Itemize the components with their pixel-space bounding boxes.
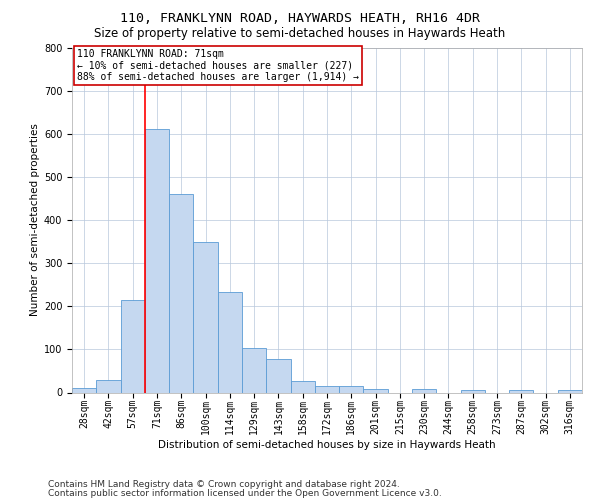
X-axis label: Distribution of semi-detached houses by size in Haywards Heath: Distribution of semi-detached houses by … <box>158 440 496 450</box>
Bar <box>121 300 145 392</box>
Bar <box>96 380 121 392</box>
Bar <box>339 386 364 392</box>
Bar <box>509 390 533 392</box>
Bar <box>218 292 242 392</box>
Bar <box>193 242 218 392</box>
Bar <box>242 348 266 393</box>
Text: Contains public sector information licensed under the Open Government Licence v3: Contains public sector information licen… <box>48 489 442 498</box>
Text: Size of property relative to semi-detached houses in Haywards Heath: Size of property relative to semi-detach… <box>94 28 506 40</box>
Bar <box>412 389 436 392</box>
Bar <box>461 390 485 392</box>
Bar <box>558 390 582 392</box>
Bar <box>290 381 315 392</box>
Bar <box>169 194 193 392</box>
Bar <box>364 388 388 392</box>
Bar <box>72 388 96 392</box>
Y-axis label: Number of semi-detached properties: Number of semi-detached properties <box>29 124 40 316</box>
Text: 110, FRANKLYNN ROAD, HAYWARDS HEATH, RH16 4DR: 110, FRANKLYNN ROAD, HAYWARDS HEATH, RH1… <box>120 12 480 26</box>
Text: 110 FRANKLYNN ROAD: 71sqm
← 10% of semi-detached houses are smaller (227)
88% of: 110 FRANKLYNN ROAD: 71sqm ← 10% of semi-… <box>77 49 359 82</box>
Bar <box>145 130 169 392</box>
Bar <box>266 360 290 392</box>
Bar <box>315 386 339 392</box>
Text: Contains HM Land Registry data © Crown copyright and database right 2024.: Contains HM Land Registry data © Crown c… <box>48 480 400 489</box>
